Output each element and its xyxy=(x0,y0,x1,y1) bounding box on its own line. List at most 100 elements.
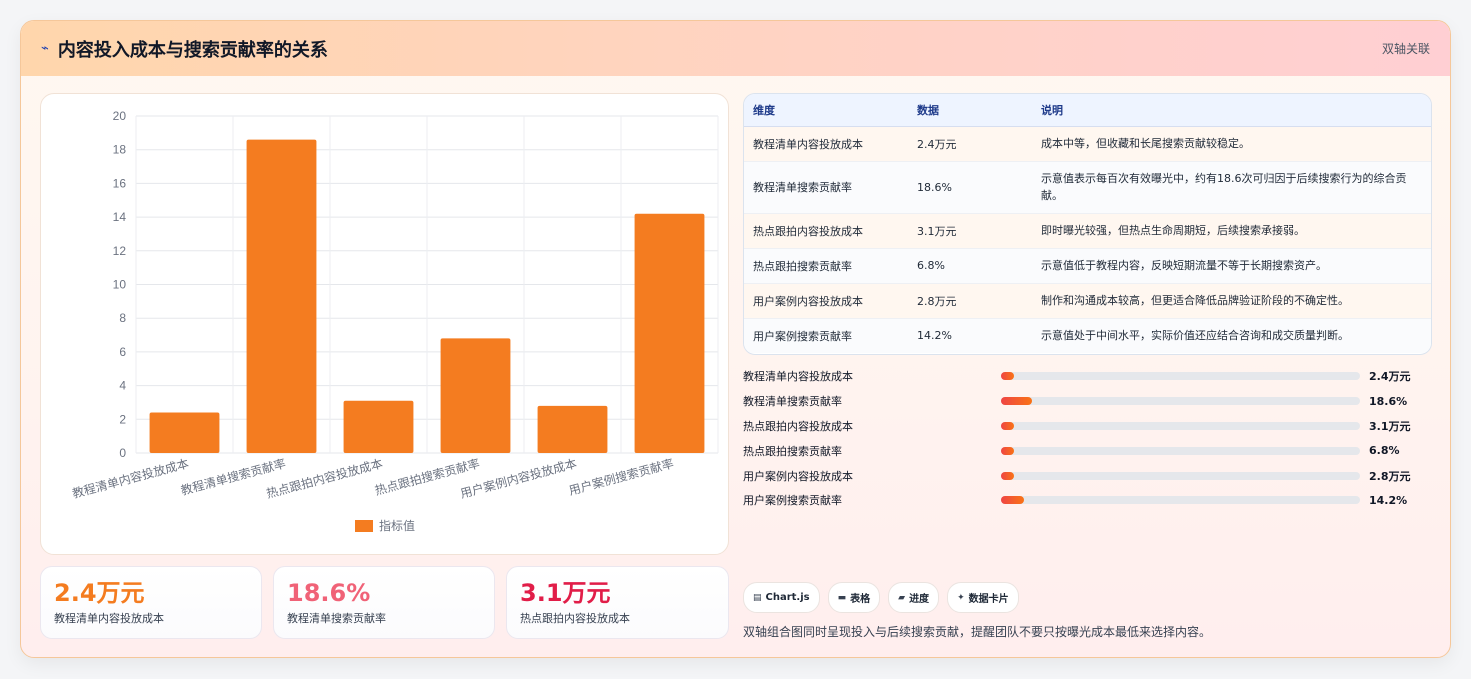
bar xyxy=(537,405,608,453)
progress-label: 用户案例内容投放成本 xyxy=(743,469,853,483)
card-title: 内容投入成本与搜索贡献率的关系 xyxy=(57,39,328,61)
table-row: 热点跟拍搜索贡献率 6.8% 示意值低于教程内容，反映短期流量不等于长期搜索资产… xyxy=(744,248,1431,284)
bar xyxy=(343,400,414,453)
progress-fill xyxy=(1001,496,1024,505)
y-tick-label: 14 xyxy=(113,210,127,224)
table-row: 用户案例搜索贡献率 14.2% 示意值处于中间水平，实际价值还应结合咨询和成交质… xyxy=(744,318,1431,353)
kpi-value: 18.6% xyxy=(287,579,371,607)
card-header: ⌁ 内容投入成本与搜索贡献率的关系 双轴关联 xyxy=(21,21,1450,76)
progress-label: 热点跟拍搜索贡献率 xyxy=(743,444,842,458)
progress-row: 热点跟拍内容投放成本 3.1万元 xyxy=(743,414,1432,439)
progress-value: 2.4万元 xyxy=(1369,370,1411,384)
table-header-desc: 说明 xyxy=(1032,94,1431,127)
bar-chart: 0 2 4 6 8 10 12 14 16 18 20 教程清单内容投放成本 教程清单搜索贡献率 热点跟拍… xyxy=(40,93,729,555)
bar xyxy=(440,338,511,453)
header-tag: 双轴关联 xyxy=(1381,42,1430,56)
progress-row: 用户案例搜索贡献率 14.2% xyxy=(743,488,1432,513)
progress-track xyxy=(1001,421,1360,430)
table-row: 教程清单内容投放成本 2.4万元 成本中等，但收藏和长尾搜索贡献较稳定。 xyxy=(744,126,1431,162)
y-tick-label: 0 xyxy=(119,446,126,460)
bar xyxy=(634,213,705,453)
progress-value: 14.2% xyxy=(1369,493,1408,507)
progress-fill xyxy=(1001,446,1014,455)
table-cell-desc: 示意值低于教程内容，反映短期流量不等于长期搜索资产。 xyxy=(1032,248,1431,284)
y-tick-label: 12 xyxy=(113,244,127,258)
y-tick-label: 8 xyxy=(119,311,126,325)
progress-track xyxy=(1001,372,1360,381)
table-cell-desc: 示意值处于中间水平，实际价值还应结合咨询和成交质量判断。 xyxy=(1032,318,1431,353)
table-header-dim: 维度 xyxy=(744,94,908,127)
x-tick-label: 教程清单内容投放成本 xyxy=(70,455,190,501)
chart-icon: ▤ xyxy=(753,592,762,603)
progress-track xyxy=(1001,496,1360,505)
table-cell-dim: 热点跟拍内容投放成本 xyxy=(744,213,908,249)
progress-label: 用户案例搜索贡献率 xyxy=(743,494,842,508)
progress-value: 18.6% xyxy=(1369,394,1408,408)
main-card: ⌁ 内容投入成本与搜索贡献率的关系 双轴关联 0 2 4 6 8 10 12 14 16 18 20… xyxy=(20,20,1451,658)
chip-label: 数据卡片 xyxy=(968,594,1009,605)
y-tick-label: 20 xyxy=(113,109,127,123)
progress-label: 教程清单搜索贡献率 xyxy=(743,395,842,409)
chip-progress[interactable]: ▰ 进度 xyxy=(888,582,940,613)
progress-value: 6.8% xyxy=(1369,444,1400,458)
chip-chartjs[interactable]: ▤ Chart.js xyxy=(743,582,820,613)
progress-track xyxy=(1001,397,1360,406)
y-tick-label: 18 xyxy=(113,143,127,157)
table-cell-desc: 示意值表示每百次有效曝光中，约有18.6次可归因于后续搜索行为的综合贡献。 xyxy=(1032,161,1431,214)
progress-value: 3.1万元 xyxy=(1369,419,1411,433)
kpi-value: 3.1万元 xyxy=(520,579,611,607)
progress-list: 教程清单内容投放成本 2.4万元 教程清单搜索贡献率 18.6% 热点跟拍内容投… xyxy=(743,364,1432,513)
bar xyxy=(149,412,220,453)
progress-track xyxy=(1001,446,1360,455)
chart-line-icon: ⌁ xyxy=(41,41,49,56)
table-row: 热点跟拍内容投放成本 3.1万元 即时曝光较强，但热点生命周期短，后续搜索承接弱… xyxy=(744,213,1431,249)
y-tick-label: 6 xyxy=(119,345,126,359)
progress-fill xyxy=(1001,397,1032,406)
kpi-card: 3.1万元 热点跟拍内容投放成本 xyxy=(506,566,729,639)
kpi-value: 2.4万元 xyxy=(54,579,145,607)
progress-fill xyxy=(1001,471,1014,480)
table-cell-data: 18.6% xyxy=(908,161,1032,214)
legend-swatch xyxy=(355,520,373,532)
table-row: 用户案例内容投放成本 2.8万元 制作和沟通成本较高，但更适合降低品牌验证阶段的… xyxy=(744,283,1431,319)
y-tick-label: 16 xyxy=(113,176,127,190)
kpi-label: 教程清单搜索贡献率 xyxy=(287,612,386,625)
footnote: 双轴组合图同时呈现投入与后续搜索贡献，提醒团队不要只按曝光成本最低来选择内容。 xyxy=(743,625,1212,639)
table-cell-desc: 制作和沟通成本较高，但更适合降低品牌验证阶段的不确定性。 xyxy=(1032,283,1431,319)
table-cell-dim: 热点跟拍搜索贡献率 xyxy=(744,248,908,284)
card-icon: ✦ xyxy=(957,592,965,603)
progress-fill xyxy=(1001,372,1014,381)
progress-icon: ▰ xyxy=(898,592,906,603)
progress-row: 用户案例内容投放成本 2.8万元 xyxy=(743,463,1432,488)
progress-fill xyxy=(1001,421,1014,430)
chip-table[interactable]: ▬ 表格 xyxy=(827,582,881,613)
kpi-label: 热点跟拍内容投放成本 xyxy=(520,612,630,625)
tech-chips: ▤ Chart.js ▬ 表格 ▰ 进度 ✦ 数据卡片 xyxy=(743,582,1019,613)
table-cell-data: 2.8万元 xyxy=(908,283,1032,319)
progress-label: 热点跟拍内容投放成本 xyxy=(743,419,853,433)
table-cell-data: 14.2% xyxy=(908,318,1032,353)
bar-chart-svg: 02468101214161820教程清单内容投放成本教程清单搜索贡献率热点跟拍… xyxy=(70,109,719,533)
progress-row: 教程清单搜索贡献率 18.6% xyxy=(743,389,1432,414)
chip-label: 表格 xyxy=(850,594,871,605)
table-icon: ▬ xyxy=(837,592,847,603)
table-cell-dim: 用户案例搜索贡献率 xyxy=(744,318,908,353)
y-tick-label: 4 xyxy=(119,379,126,393)
kpi-card: 2.4万元 教程清单内容投放成本 xyxy=(40,566,262,639)
y-tick-label: 2 xyxy=(119,412,126,426)
chip-data-card[interactable]: ✦ 数据卡片 xyxy=(947,582,1019,613)
progress-row: 教程清单内容投放成本 2.4万元 xyxy=(743,364,1432,389)
kpi-card: 18.6% 教程清单搜索贡献率 xyxy=(273,566,495,639)
table-cell-dim: 教程清单内容投放成本 xyxy=(744,126,908,162)
x-tick-label: 用户案例搜索贡献率 xyxy=(567,455,675,497)
chip-label: 进度 xyxy=(909,594,930,605)
table-cell-desc: 即时曝光较强，但热点生命周期短，后续搜索承接弱。 xyxy=(1032,213,1431,249)
table-cell-desc: 成本中等，但收藏和长尾搜索贡献较稳定。 xyxy=(1032,126,1431,162)
legend-label: 指标值 xyxy=(379,518,415,533)
table-cell-data: 2.4万元 xyxy=(908,126,1032,162)
y-tick-label: 10 xyxy=(113,278,127,292)
table-cell-dim: 用户案例内容投放成本 xyxy=(744,283,908,319)
kpi-label: 教程清单内容投放成本 xyxy=(54,612,164,625)
bar xyxy=(246,139,317,453)
table-cell-data: 3.1万元 xyxy=(908,213,1032,249)
